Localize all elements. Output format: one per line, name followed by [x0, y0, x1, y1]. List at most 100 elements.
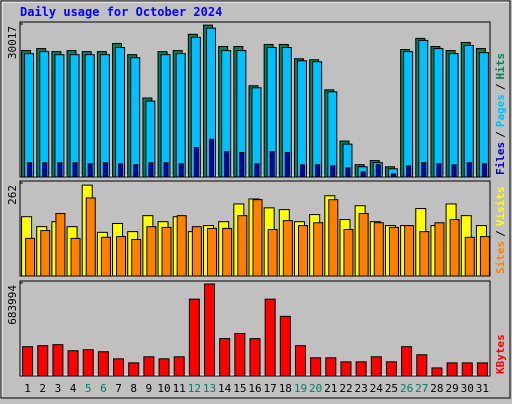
bar: [390, 173, 396, 178]
bar: [146, 226, 157, 277]
bar: [358, 213, 369, 277]
bar: [22, 346, 34, 377]
bar: [279, 315, 291, 377]
bar: [87, 163, 93, 178]
x-tick-label: 12: [188, 382, 201, 395]
legend-separator: /: [494, 230, 507, 237]
x-tick-label: 30: [461, 382, 474, 395]
x-tick-label: 18: [279, 382, 292, 395]
bar: [219, 338, 231, 377]
bar: [84, 54, 95, 178]
legend: KBytes: [494, 334, 507, 374]
bar: [297, 225, 308, 277]
bar: [131, 238, 142, 277]
bar: [328, 199, 339, 277]
y-tick-label: 683994: [6, 285, 19, 325]
bar: [72, 162, 78, 178]
x-tick-label: 9: [146, 382, 153, 395]
bar: [330, 165, 336, 178]
bar: [128, 362, 140, 377]
x-tick-label: 31: [476, 382, 489, 395]
bar: [327, 91, 338, 178]
bar: [193, 146, 199, 178]
bar: [222, 227, 233, 277]
x-tick-label: 15: [233, 382, 246, 395]
legend-separator: /: [494, 131, 507, 138]
bar: [315, 164, 321, 178]
bar: [148, 162, 154, 178]
bar: [209, 138, 215, 178]
bar: [461, 362, 473, 377]
bar: [24, 53, 35, 178]
bar: [116, 236, 127, 277]
bar: [310, 357, 322, 377]
bar: [466, 162, 472, 178]
bar: [133, 164, 139, 178]
bar: [373, 222, 384, 277]
bar: [143, 356, 155, 377]
x-tick-label: 28: [430, 382, 443, 395]
bar: [406, 165, 412, 178]
x-tick-label: 29: [445, 382, 458, 395]
bar: [82, 349, 94, 377]
x-tick-label: 7: [115, 382, 122, 395]
bar: [284, 152, 290, 178]
bar: [40, 230, 51, 277]
bar: [416, 354, 428, 377]
bar: [158, 358, 170, 377]
bar: [360, 171, 366, 178]
x-tick-label: 14: [218, 382, 232, 395]
legend-entry: KBytes: [494, 334, 507, 374]
bar: [418, 39, 429, 178]
bar: [161, 226, 172, 277]
bar: [345, 167, 351, 178]
bar: [463, 44, 474, 178]
legend-entry: Sites: [494, 241, 507, 274]
x-tick-label: 6: [100, 382, 107, 395]
bar: [464, 236, 475, 277]
bar: [385, 361, 397, 377]
bar: [25, 237, 36, 277]
bar: [57, 162, 63, 178]
bar: [207, 227, 218, 277]
bar: [375, 164, 381, 178]
bar: [102, 162, 108, 178]
bar: [434, 222, 445, 277]
bar: [421, 162, 427, 178]
bar: [113, 358, 125, 377]
x-tick-label: 17: [264, 382, 277, 395]
bar: [70, 237, 81, 277]
bar: [204, 283, 216, 377]
bar: [403, 51, 414, 178]
bar: [97, 351, 109, 377]
bar: [118, 163, 124, 178]
bar: [340, 361, 352, 377]
bar: [296, 60, 307, 178]
bar: [282, 220, 293, 277]
x-tick-label: 8: [130, 382, 137, 395]
bar: [433, 48, 444, 178]
bar: [175, 53, 186, 178]
bar: [178, 163, 184, 178]
bar: [249, 338, 261, 377]
bar: [176, 215, 187, 277]
bar: [355, 361, 367, 377]
bar: [188, 298, 200, 377]
bar: [160, 54, 171, 178]
bar: [478, 52, 489, 178]
legend-entry: Pages: [494, 94, 507, 127]
legend-entry: Files: [494, 142, 507, 175]
x-tick-label: 27: [415, 382, 428, 395]
bar: [100, 236, 111, 277]
bar: [269, 151, 275, 178]
bar: [234, 333, 246, 377]
bar: [163, 162, 169, 178]
bar: [69, 54, 80, 178]
x-tick-label: 1: [24, 382, 31, 395]
bar: [481, 163, 487, 178]
x-tick-label: 19: [294, 382, 307, 395]
legend-entry: Visits: [494, 187, 507, 227]
